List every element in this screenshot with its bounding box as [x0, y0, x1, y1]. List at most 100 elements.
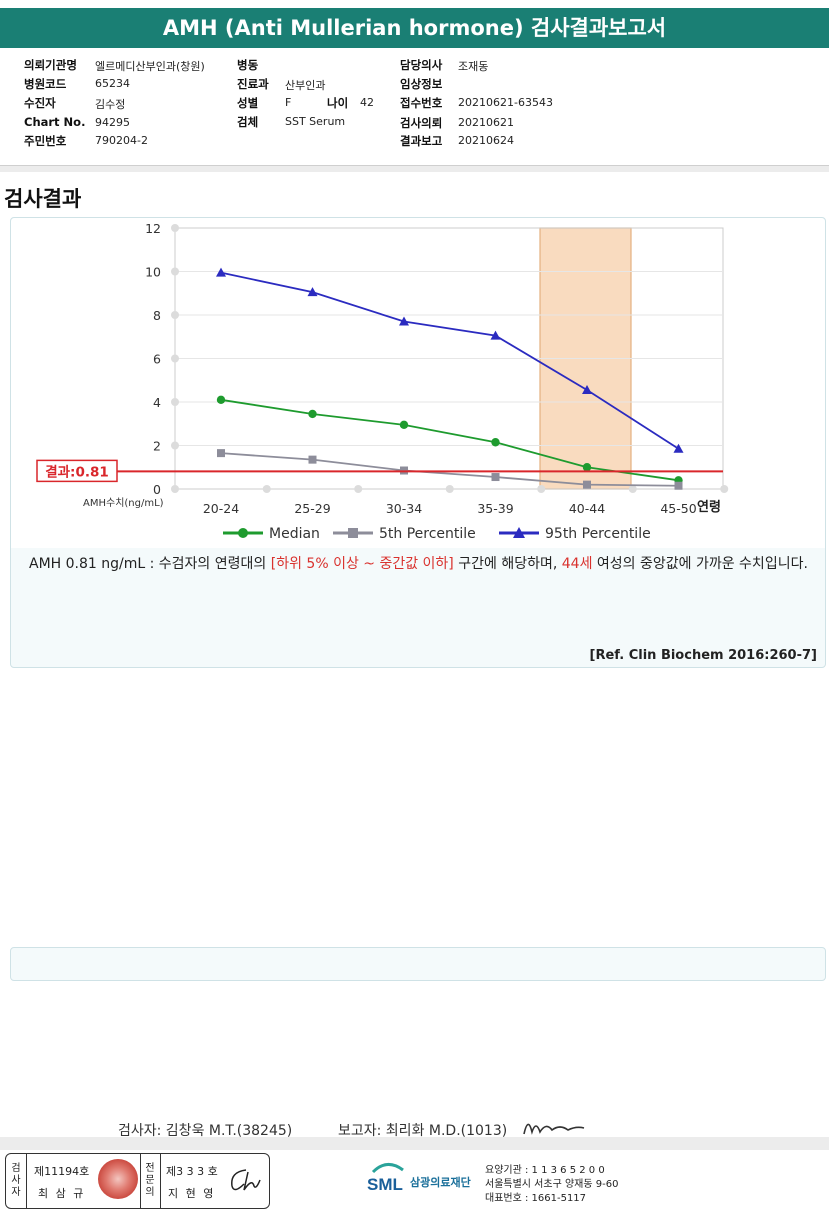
specialist-column-text: 전문의	[145, 1163, 155, 1198]
signature-stamp-box: 검사자 제11194호 최 삼 규 전문의 제3 3 3 호 지 현 영	[5, 1153, 270, 1209]
patient-info-block: 의뢰기관명 엘르메디산부인과(창원) 병동 담당의사 조재동 병원코드 6523…	[0, 50, 829, 166]
median-point	[582, 463, 592, 472]
y-tick-label: 12	[145, 221, 161, 236]
p5-point	[583, 480, 591, 489]
legend-marker	[348, 528, 358, 538]
y-tick-label: 0	[153, 482, 161, 497]
report-title: AMH (Anti Mullerian hormone) 검사결과보고서	[0, 8, 829, 48]
p95-point	[582, 385, 592, 395]
legend-label: 5th Percentile	[379, 526, 476, 542]
report-date-label: 결과보고	[400, 134, 443, 148]
p95-point	[307, 287, 318, 297]
p5-point	[217, 449, 225, 458]
median-point	[216, 395, 226, 405]
x-axis-left-label: AMH수치(ng/mL)	[83, 497, 164, 509]
comment-panel	[10, 947, 826, 981]
request-label: 검사의뢰	[400, 116, 443, 130]
y-tick-label: 6	[153, 352, 161, 367]
series-line	[220, 271, 679, 450]
x-tick-label: 45-50	[660, 501, 696, 516]
footer-divider	[0, 1137, 829, 1150]
section-title: 검사결과	[4, 187, 82, 211]
y-tick-label: 10	[145, 265, 161, 280]
y-tick-label: 2	[153, 439, 161, 454]
y-tick-label: 8	[153, 308, 161, 323]
department-label: 진료과	[237, 77, 269, 91]
y-axis-dot	[171, 485, 179, 493]
institution-label: 의뢰기관명	[24, 58, 77, 72]
sex-value: F	[285, 96, 292, 109]
p5-point	[674, 481, 683, 490]
median-point	[308, 409, 317, 419]
tester-column-label: 검사자	[6, 1154, 27, 1208]
amh-chart: 0 2 4 6 8 10 12 결과:0.81 20-24 25-29 30-34 35-39 40-4…	[36, 221, 729, 542]
age-value: 42	[360, 96, 374, 109]
specimen-label: 검체	[237, 115, 259, 129]
result-label-box	[36, 459, 118, 483]
ward-label: 병동	[237, 58, 259, 72]
interp-part1: AMH 0.81 ng/mL : 수검자의 연령대의	[29, 556, 271, 572]
stamp-divider-1	[6, 1154, 141, 1208]
y-axis-dot	[171, 267, 179, 276]
legend-marker	[238, 528, 248, 538]
median-point	[491, 438, 500, 447]
receipt-label: 접수번호	[400, 96, 443, 110]
legend-label: Median	[269, 526, 320, 542]
y-axis-dot	[171, 441, 179, 450]
report-date-value: 20210624	[458, 134, 514, 147]
doctor-label: 담당의사	[400, 58, 443, 72]
x-tick-label: 35-39	[477, 501, 513, 516]
request-value: 20210621	[458, 116, 514, 129]
interp-part3: 여성의 중앙값에 가까운 수치입니다.	[592, 556, 808, 572]
x-axis-dot	[354, 485, 363, 493]
result-panel: 0 2 4 6 8 10 12 결과:0.81 20-24 25-29 30-34 35-39 40-4…	[10, 217, 826, 668]
interp-age-highlight: 44세	[561, 556, 593, 572]
hospital-code-value: 65234	[95, 77, 130, 90]
patient-label: 수진자	[24, 96, 56, 110]
age-label: 나이	[327, 96, 349, 110]
x-axis-dot	[537, 485, 546, 493]
y-axis-dot	[171, 398, 179, 406]
divider	[0, 166, 829, 172]
id-number-value: 790204-2	[95, 134, 148, 147]
median-point	[399, 420, 409, 430]
clinical-info-label: 임상정보	[400, 77, 443, 91]
series-line	[220, 452, 679, 487]
p95-point	[490, 330, 501, 340]
department-value: 산부인과	[285, 79, 326, 92]
p5-point	[491, 473, 500, 482]
sex-label: 성별	[237, 96, 259, 110]
x-axis-right-label: 연령	[697, 500, 721, 515]
legend-label: 95th Percentile	[545, 526, 651, 542]
x-tick-label: 30-34	[386, 501, 422, 516]
series-line	[220, 398, 679, 482]
logo-text: SML	[367, 1175, 403, 1194]
x-axis-dot	[720, 485, 729, 493]
handwritten-signature	[523, 1123, 585, 1135]
tester-column-text: 검사자	[11, 1163, 21, 1198]
p95-point	[399, 316, 409, 326]
receipt-value: 20210621-63543	[458, 96, 553, 109]
p95-point	[673, 443, 684, 453]
x-axis-dot	[262, 485, 271, 493]
reporter-signature: 보고자: 최리화 M.D.(1013)	[338, 1123, 508, 1139]
sml-logo: SML	[367, 1163, 404, 1194]
x-axis-dot	[445, 485, 454, 493]
y-axis-dot	[171, 311, 179, 319]
specimen-value: SST Serum	[285, 115, 346, 128]
x-tick-label: 25-29	[294, 501, 330, 516]
institution-value: 엘르메디산부인과(창원)	[95, 60, 205, 73]
chart-no-value: 94295	[95, 116, 130, 129]
x-tick-label: 40-44	[569, 501, 605, 516]
legend-marker	[513, 527, 525, 538]
specialist-signature	[231, 1169, 261, 1191]
tester-name: 최 삼 규	[38, 1187, 86, 1200]
tester-license: 제11194호	[34, 1165, 90, 1178]
interpretation-text: AMH 0.81 ng/mL : 수검자의 연령대의 [하위 5% 이상 ~ 중…	[29, 554, 819, 575]
y-axis-dot	[171, 354, 179, 363]
tester-signature: 검사자: 김창욱 M.T.(38245)	[118, 1123, 293, 1139]
y-axis-dot	[171, 224, 179, 232]
specialist-name: 지 현 영	[168, 1187, 216, 1200]
patient-value: 김수정	[95, 98, 126, 111]
result-label: 결과:0.81	[45, 463, 109, 480]
